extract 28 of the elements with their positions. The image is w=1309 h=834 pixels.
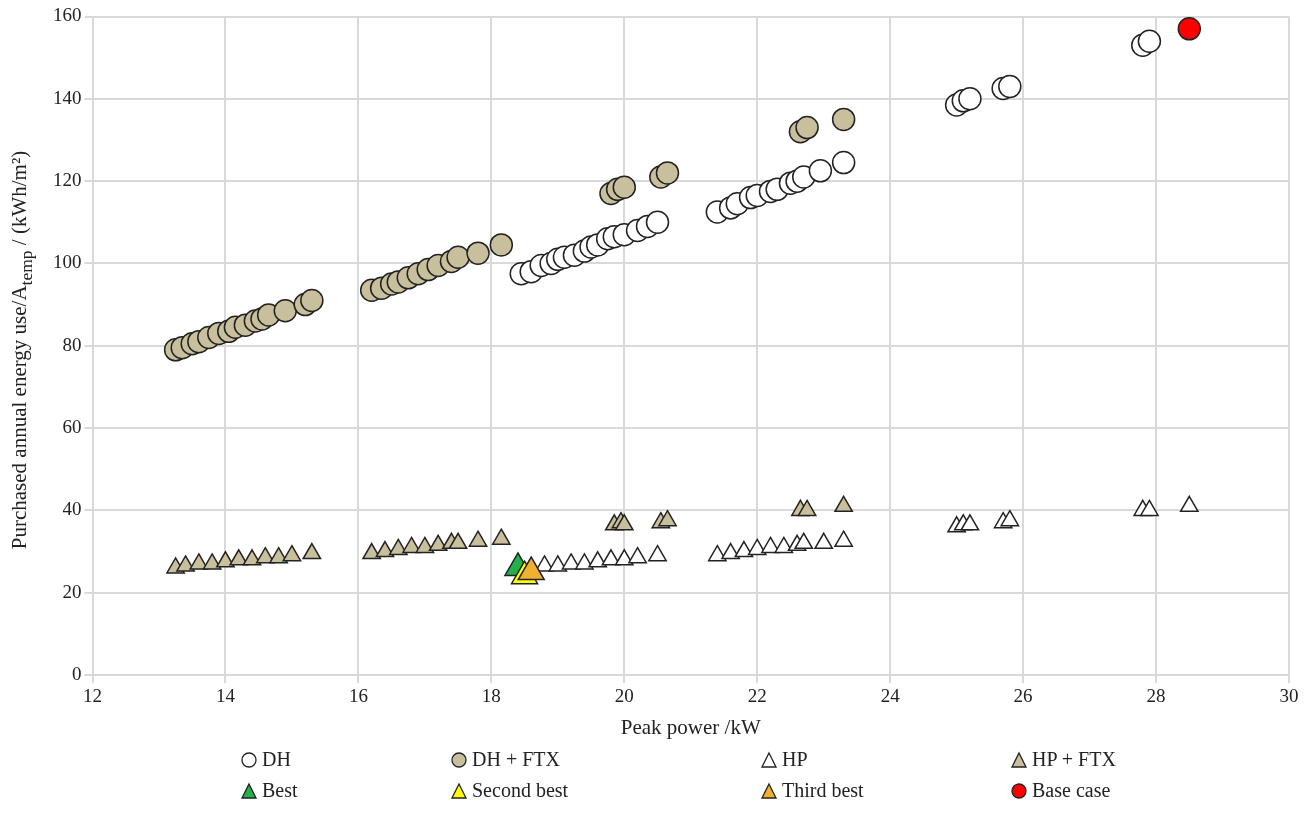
y-tick-label: 20: [62, 580, 82, 602]
x-tick-label: 18: [481, 685, 501, 707]
x-tick-label: 22: [747, 685, 767, 707]
x-tick-label: 24: [880, 685, 901, 707]
x-tick-label: 12: [83, 685, 102, 707]
x-axis-title: Peak power /kW: [620, 714, 761, 739]
legend-label: DH + FTX: [472, 748, 560, 771]
legend-label: Third best: [782, 779, 864, 802]
legend-label: Best: [262, 779, 298, 802]
legend-label: DH: [262, 748, 291, 771]
x-tick-label: 20: [614, 685, 634, 707]
x-tick-label: 14: [215, 685, 236, 707]
legend-label: Second best: [472, 779, 569, 802]
y-tick-label: 100: [53, 251, 82, 273]
y-tick-label: 0: [72, 662, 82, 684]
x-tick-label: 30: [1279, 685, 1299, 707]
y-tick-label: 160: [53, 4, 82, 26]
x-tick-label: 16: [348, 685, 368, 707]
legend-label: HP: [782, 748, 808, 771]
y-tick-label: 40: [62, 498, 82, 520]
legend-label: HP + FTX: [1032, 748, 1116, 771]
y-tick-label: 80: [62, 333, 82, 355]
y-tick-label: 140: [53, 86, 82, 108]
y-tick-label: 60: [62, 416, 82, 438]
y-tick-label: 120: [53, 169, 82, 191]
x-tick-label: 26: [1013, 685, 1033, 707]
legend-label: Base case: [1032, 779, 1111, 802]
x-tick-label: 28: [1146, 685, 1166, 707]
